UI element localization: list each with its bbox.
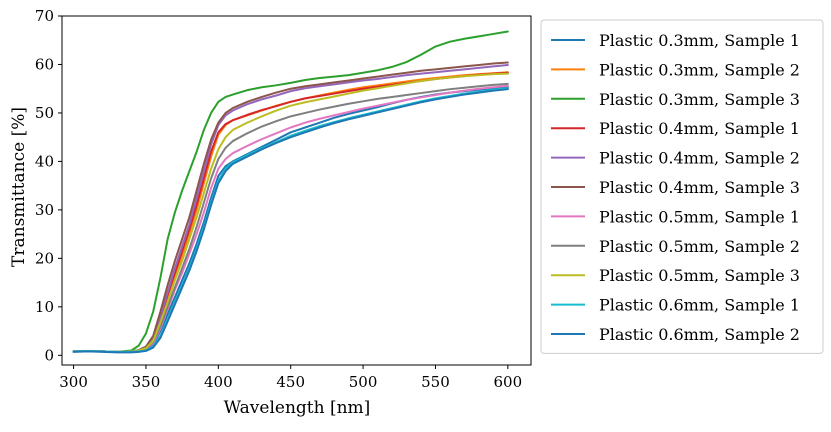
y-tick-label-70: 70 xyxy=(35,7,54,25)
series-line-11 xyxy=(72,88,509,354)
axes-frame xyxy=(61,15,532,366)
y-tick-label-10: 10 xyxy=(35,298,54,316)
x-axis-label: Wavelength [nm] xyxy=(224,398,371,418)
x-tick-label-550: 550 xyxy=(421,373,450,391)
x-tick-label-300: 300 xyxy=(59,373,88,391)
legend-label-7: Plastic 0.5mm, Sample 1 xyxy=(599,207,800,226)
y-tick-label-20: 20 xyxy=(35,249,54,267)
series-line-3 xyxy=(72,30,509,353)
y-tick-label-30: 30 xyxy=(35,201,54,219)
plot-area: 300 350 400 450 500 550 600 0 10 20 30 40 50 60 70 xyxy=(35,7,532,391)
x-tick-label-350: 350 xyxy=(132,373,161,391)
legend-box xyxy=(540,19,824,354)
y-tick-label-0: 0 xyxy=(44,346,54,364)
x-tick-label-600: 600 xyxy=(494,373,523,391)
legend-label-9: Plastic 0.5mm, Sample 3 xyxy=(599,266,800,285)
y-tick-label-60: 60 xyxy=(35,55,54,73)
series-line-6 xyxy=(72,61,509,353)
x-tick-label-400: 400 xyxy=(204,373,233,391)
legend-label-5: Plastic 0.4mm, Sample 2 xyxy=(599,149,800,168)
series-line-9 xyxy=(72,72,509,353)
legend-label-11: Plastic 0.6mm, Sample 2 xyxy=(599,325,800,344)
y-axis-label: Transmittance [%] xyxy=(9,107,29,267)
legend-label-3: Plastic 0.3mm, Sample 3 xyxy=(599,90,800,109)
y-tick-label-50: 50 xyxy=(35,104,54,122)
legend-label-8: Plastic 0.5mm, Sample 2 xyxy=(599,237,800,256)
y-tick-label-40: 40 xyxy=(35,152,54,170)
legend-label-2: Plastic 0.3mm, Sample 2 xyxy=(599,60,800,79)
x-tick-label-450: 450 xyxy=(276,373,305,391)
legend-label-10: Plastic 0.6mm, Sample 1 xyxy=(599,296,800,315)
x-tick-label-500: 500 xyxy=(349,373,378,391)
legend: Plastic 0.3mm, Sample 1 Plastic 0.3mm, Sa… xyxy=(540,19,824,354)
legend-label-1: Plastic 0.3mm, Sample 1 xyxy=(599,31,800,50)
legend-label-6: Plastic 0.4mm, Sample 3 xyxy=(599,178,800,197)
legend-label-4: Plastic 0.4mm, Sample 1 xyxy=(599,119,800,138)
